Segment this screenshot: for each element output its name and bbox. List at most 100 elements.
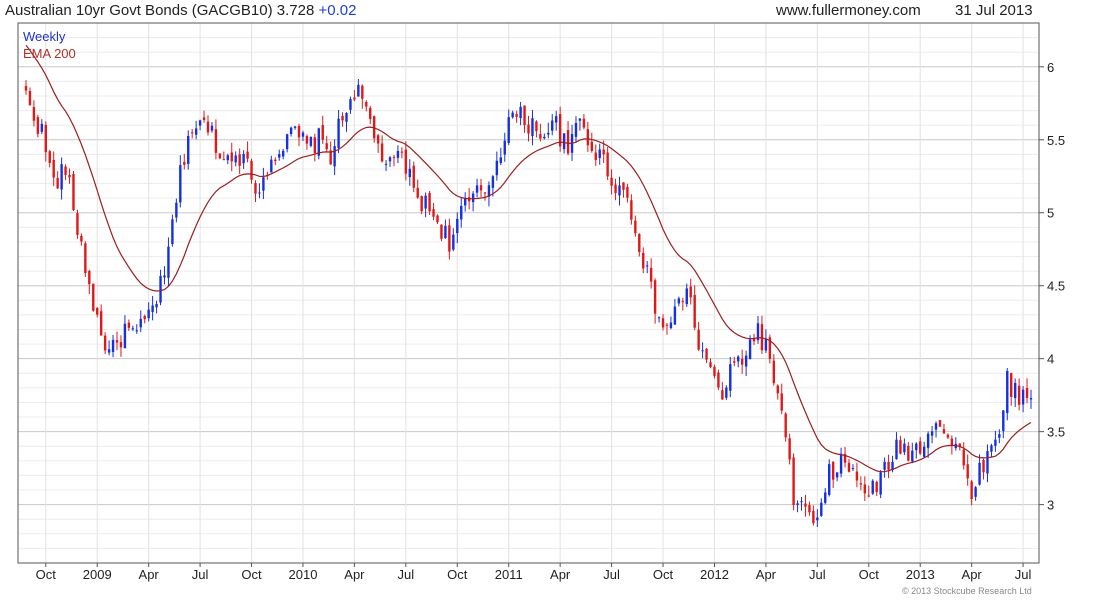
candle-up bbox=[835, 472, 839, 482]
x-tick-label: Jul bbox=[809, 567, 826, 582]
candle-up bbox=[242, 150, 245, 169]
candle-body bbox=[831, 461, 835, 480]
candle-body bbox=[206, 121, 210, 133]
candle-body bbox=[1017, 385, 1021, 405]
candle-body bbox=[701, 350, 704, 352]
candle-up bbox=[357, 78, 360, 97]
candle-up bbox=[756, 315, 760, 344]
candle-up bbox=[922, 441, 926, 458]
candle-body bbox=[289, 127, 293, 134]
candle-body bbox=[748, 339, 752, 359]
candle-body bbox=[638, 233, 641, 253]
candle-body bbox=[554, 116, 558, 123]
candle-up bbox=[1006, 368, 1009, 421]
candle-body bbox=[934, 423, 938, 430]
candle-down bbox=[752, 333, 756, 345]
candle-down bbox=[907, 442, 910, 462]
candle-body bbox=[535, 121, 538, 132]
candle-body bbox=[828, 464, 831, 495]
candle-down bbox=[214, 119, 218, 160]
candle-down bbox=[416, 179, 419, 199]
candle-down bbox=[68, 168, 71, 184]
candle-up bbox=[764, 329, 768, 354]
y-tick-label: 3 bbox=[1047, 498, 1054, 513]
candle-down bbox=[847, 458, 851, 473]
candle-body bbox=[835, 472, 839, 478]
candle-body bbox=[76, 213, 79, 235]
candle-body bbox=[780, 393, 783, 411]
candle-body bbox=[80, 235, 83, 242]
candle-body bbox=[891, 461, 894, 471]
candle-body bbox=[721, 390, 724, 400]
candle-body bbox=[28, 90, 32, 105]
candle-body bbox=[820, 502, 823, 516]
candle-up bbox=[151, 295, 154, 321]
candle-down bbox=[808, 501, 811, 516]
candle-body bbox=[558, 114, 562, 147]
candle-down bbox=[230, 142, 233, 172]
candle-up bbox=[851, 464, 855, 472]
candle-up bbox=[333, 139, 336, 176]
candle-body bbox=[974, 487, 977, 497]
candle-body bbox=[618, 185, 621, 196]
candle-up bbox=[883, 457, 886, 478]
candle-up bbox=[915, 442, 918, 459]
candle-up bbox=[1013, 378, 1017, 408]
candle-body bbox=[737, 356, 740, 362]
candle-body bbox=[800, 501, 803, 503]
candle-up bbox=[990, 443, 993, 458]
candle-down bbox=[614, 178, 617, 201]
candle-body bbox=[578, 118, 582, 121]
candle-up bbox=[167, 237, 170, 287]
candle-body bbox=[598, 149, 601, 158]
candle-body bbox=[776, 385, 779, 394]
candle-up bbox=[289, 126, 293, 137]
x-axis: Oct 2009 Apr Jul Oct 2010 Apr Jul Oct 2011 Apr Jul O… bbox=[36, 563, 1032, 582]
candle-down bbox=[96, 307, 99, 318]
candle-up bbox=[139, 310, 142, 333]
candle-down bbox=[44, 121, 47, 162]
candle-up bbox=[954, 437, 958, 451]
candle-body bbox=[895, 439, 898, 460]
candle-body bbox=[56, 177, 59, 189]
candle-down bbox=[713, 364, 716, 379]
candle-body bbox=[214, 129, 218, 153]
candle-body bbox=[281, 150, 285, 157]
candle-body bbox=[179, 165, 182, 203]
candle-up bbox=[226, 153, 229, 165]
candle-down bbox=[325, 135, 328, 153]
candle-up bbox=[685, 283, 688, 307]
candle-body bbox=[756, 323, 760, 341]
candle-up bbox=[345, 112, 348, 132]
candle-body bbox=[60, 164, 63, 190]
candle-down bbox=[103, 332, 107, 355]
candle-body bbox=[242, 153, 245, 164]
candle-down bbox=[788, 433, 791, 465]
candle-body bbox=[151, 305, 154, 312]
candle-down bbox=[606, 147, 609, 181]
candle-body bbox=[48, 151, 51, 163]
candle-down bbox=[92, 283, 95, 312]
candle-up bbox=[317, 127, 320, 160]
candle-body bbox=[839, 453, 843, 474]
candle-down bbox=[535, 120, 538, 138]
candle-body bbox=[380, 143, 384, 162]
candle-up bbox=[384, 160, 388, 171]
candle-body bbox=[92, 283, 95, 311]
candle-up bbox=[828, 459, 831, 497]
candle-body bbox=[416, 187, 419, 198]
candle-body bbox=[922, 446, 926, 457]
x-tick-label: Apr bbox=[139, 567, 160, 582]
source-link[interactable]: www.fullermoney.com bbox=[776, 2, 921, 19]
grid-layer bbox=[18, 22, 1039, 563]
candle-body bbox=[938, 420, 942, 427]
candle-down bbox=[483, 192, 487, 201]
candle-down bbox=[899, 435, 902, 455]
candle-up bbox=[562, 133, 566, 154]
candle-body bbox=[400, 151, 404, 153]
candle-body bbox=[1021, 389, 1025, 405]
candle-up bbox=[895, 432, 898, 460]
candle-up bbox=[155, 300, 158, 314]
candle-body bbox=[440, 224, 443, 239]
candle-down bbox=[115, 331, 119, 351]
